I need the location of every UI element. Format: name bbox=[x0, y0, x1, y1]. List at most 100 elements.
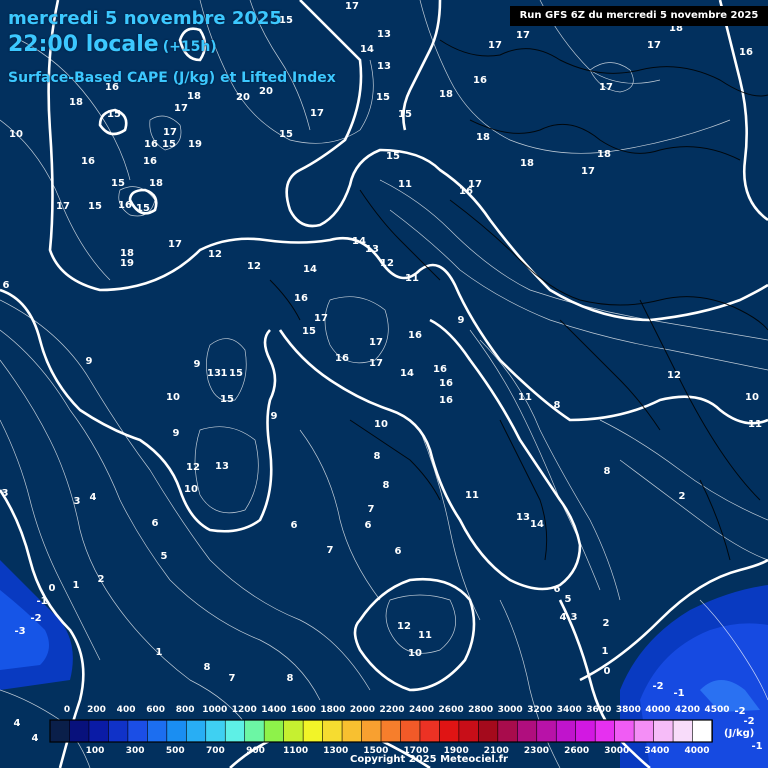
legend-swatch bbox=[49, 719, 71, 743]
contour-value-label: 10 bbox=[166, 392, 180, 403]
contour-value-label: 8 bbox=[604, 466, 611, 477]
legend-bottom-label: 1300 bbox=[323, 746, 349, 756]
contour-value-label: 14 bbox=[360, 44, 374, 55]
contour-value-label: 17 bbox=[163, 127, 177, 138]
legend-swatch bbox=[302, 719, 324, 743]
legend-top-label: 600 bbox=[146, 705, 166, 715]
contour-value-label: 17 bbox=[56, 201, 70, 212]
contour-value-label: 16 bbox=[433, 364, 447, 375]
legend-swatch bbox=[244, 719, 265, 743]
legend-swatch bbox=[614, 719, 635, 743]
legend-top-label: 400 bbox=[116, 705, 136, 715]
contour-value-label: 15 bbox=[88, 201, 102, 212]
parameter-title: Surface-Based CAPE (J/kg) et Lifted Inde… bbox=[8, 70, 336, 86]
contour-value-label: 17 bbox=[369, 358, 383, 369]
legend-top-label: 1800 bbox=[320, 705, 346, 715]
legend-swatch bbox=[185, 719, 207, 743]
forecast-date: mercredi 5 novembre 2025 bbox=[8, 8, 282, 29]
legend-swatch bbox=[575, 719, 596, 743]
contour-value-label: 11 bbox=[405, 273, 419, 284]
contour-value-label: 12 bbox=[380, 258, 394, 269]
legend-top-label: 3800 bbox=[615, 705, 641, 715]
legend-top-label: 3200 bbox=[527, 705, 553, 715]
contour-value-label: 13 bbox=[207, 368, 221, 379]
legend-bottom-label: 3000 bbox=[604, 746, 630, 756]
run-info: Run GFS 6Z du mercredi 5 novembre 2025 bbox=[510, 6, 768, 26]
legend-bottom-label: 100 bbox=[85, 746, 105, 756]
legend-swatch bbox=[224, 719, 246, 743]
contour-value-label: -1 bbox=[673, 688, 684, 699]
contour-value-label: 16 bbox=[739, 47, 753, 58]
contour-value-label: 16 bbox=[459, 186, 473, 197]
legend-unit: (J/kg) bbox=[724, 728, 755, 739]
contour-value-label: 16 bbox=[294, 293, 308, 304]
legend-swatch bbox=[380, 719, 402, 743]
contour-value-label: 8 bbox=[204, 662, 211, 673]
contour-value-label: 16 bbox=[439, 395, 453, 406]
contour-value-label: -1 bbox=[751, 741, 762, 752]
contour-value-label: 7 bbox=[368, 504, 375, 515]
contour-value-label: 17 bbox=[647, 40, 661, 51]
contour-value-label: 17 bbox=[599, 82, 613, 93]
contour-value-label: 9 bbox=[458, 315, 465, 326]
legend-bottom-label: 1900 bbox=[443, 746, 469, 756]
contour-value-label: 11 bbox=[748, 419, 762, 430]
legend-top-label: 200 bbox=[87, 705, 106, 715]
contour-value-label: 18 bbox=[439, 89, 453, 100]
legend-colorbar bbox=[49, 719, 713, 743]
legend-bottom-label: 900 bbox=[246, 746, 265, 756]
contour-value-label: 6 bbox=[3, 280, 10, 291]
contour-value-label: 18 bbox=[597, 149, 611, 160]
legend-swatch bbox=[692, 719, 713, 743]
legend-bottom-label: 2300 bbox=[523, 746, 549, 756]
contour-value-label: 3 bbox=[2, 488, 9, 499]
contour-value-label: 0 bbox=[604, 666, 611, 677]
contour-value-label: 10 bbox=[374, 419, 388, 430]
legend-swatch bbox=[653, 719, 674, 743]
contour-value-label: 17 bbox=[174, 103, 188, 114]
contour-value-label: 11 bbox=[518, 392, 532, 403]
contour-value-label: 16 bbox=[118, 200, 132, 211]
legend-top-label: 2200 bbox=[379, 705, 405, 715]
contour-value-label: 17 bbox=[516, 30, 530, 41]
contour-value-label: -3 bbox=[14, 626, 25, 637]
legend-swatch bbox=[458, 719, 480, 743]
contour-value-label: 2 bbox=[603, 618, 610, 629]
legend-top-label: 4500 bbox=[704, 705, 730, 715]
contour-value-label: 18 bbox=[476, 132, 490, 143]
contour-value-label: 14 bbox=[400, 368, 414, 379]
contour-value-label: 1 bbox=[221, 368, 228, 379]
legend-swatch bbox=[88, 719, 110, 743]
contour-value-label: 6 bbox=[152, 518, 159, 529]
contour-value-label: 17 bbox=[314, 313, 328, 324]
legend-top-label: 2800 bbox=[468, 705, 494, 715]
legend-bottom-label: 4000 bbox=[684, 746, 710, 756]
contour-value-label: 15 bbox=[398, 109, 412, 120]
legend-top-label: 1000 bbox=[202, 705, 228, 715]
contour-value-label: 17 bbox=[168, 239, 182, 250]
contour-value-label: 13 bbox=[377, 61, 391, 72]
contour-value-label: 2 bbox=[98, 574, 105, 585]
contour-value-label: -1 bbox=[36, 596, 47, 607]
legend-top-label: 2000 bbox=[349, 705, 375, 715]
contour-value-label: 19 bbox=[120, 258, 134, 269]
contour-value-label: 15 bbox=[386, 151, 400, 162]
forecast-time: 22:00 locale (+15h) bbox=[8, 32, 217, 57]
contour-value-label: 16 bbox=[105, 82, 119, 93]
legend-top-label: 1400 bbox=[261, 705, 287, 715]
contour-value-label: 16 bbox=[473, 75, 487, 86]
contour-value-label: 15 bbox=[302, 326, 316, 337]
legend-top-label: 3600 bbox=[586, 705, 612, 715]
contour-value-label: 14 bbox=[303, 264, 317, 275]
contour-value-label: 7 bbox=[229, 673, 236, 684]
legend-bottom-label: 2100 bbox=[483, 746, 509, 756]
contour-value-label: 15 bbox=[376, 92, 390, 103]
contour-value-label: 18 bbox=[520, 158, 534, 169]
legend-top-label: 2400 bbox=[409, 705, 435, 715]
contour-value-label: 9 bbox=[194, 359, 201, 370]
legend-bottom-label: 300 bbox=[125, 746, 145, 756]
contour-value-label: 15 bbox=[279, 15, 293, 26]
legend-frame bbox=[49, 719, 713, 743]
contour-value-label: 10 bbox=[9, 129, 23, 140]
